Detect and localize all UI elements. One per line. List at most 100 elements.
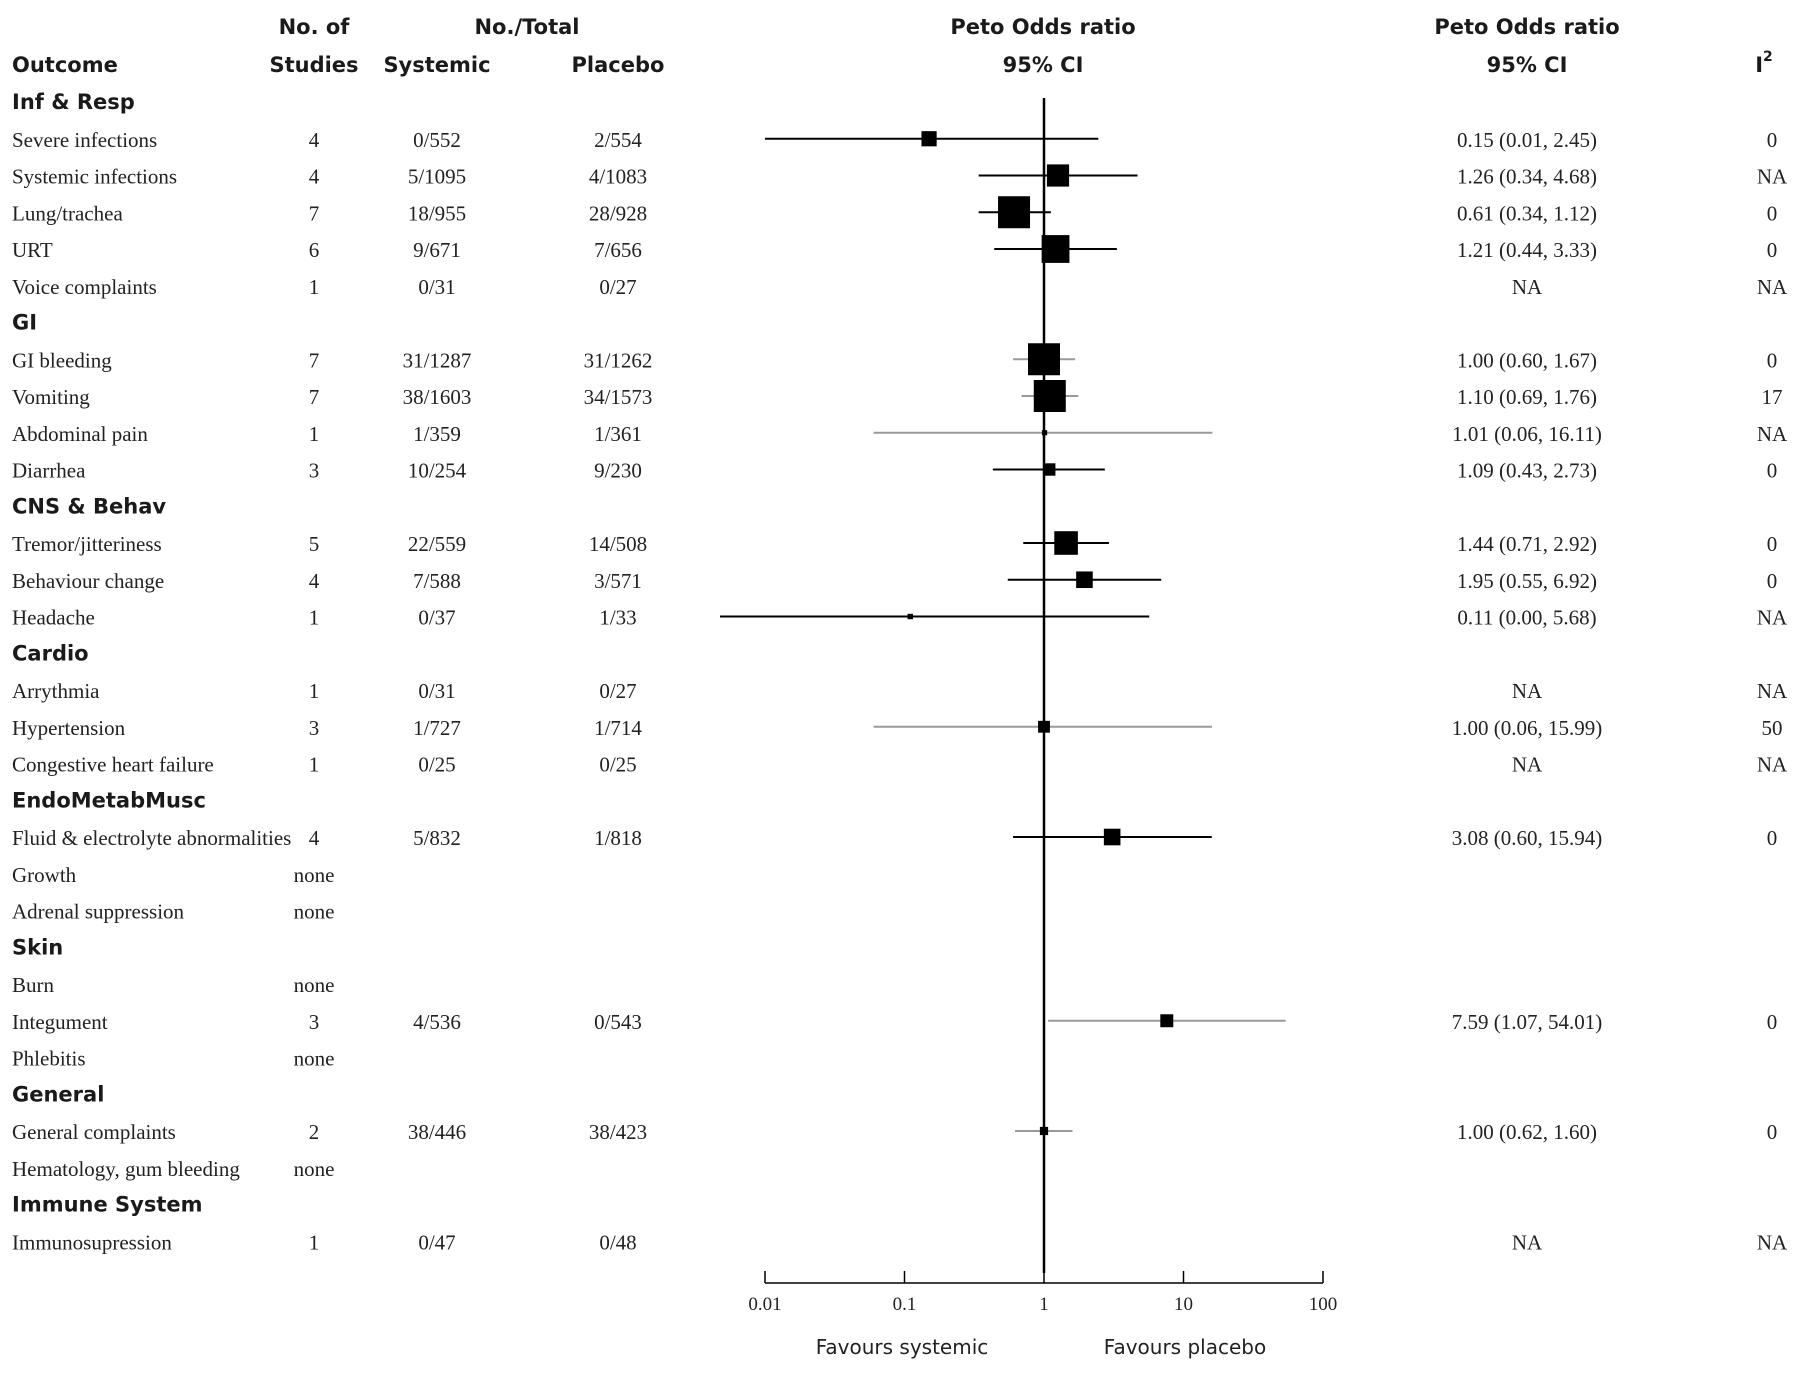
studies-count: 3 [309, 459, 320, 483]
header-total: No./Total [474, 15, 579, 39]
systemic-events: 0/25 [418, 753, 455, 777]
estimate-marker [998, 196, 1031, 229]
ci-value: NA [1512, 275, 1543, 299]
outcome-label: Phlebitis [12, 1047, 86, 1071]
placebo-events: 7/656 [594, 238, 642, 262]
studies-count: 3 [309, 716, 320, 740]
i2-value: 0 [1767, 1010, 1778, 1034]
studies-count: none [294, 863, 335, 887]
outcome-label: Voice complaints [12, 275, 157, 299]
estimate-marker [1076, 571, 1093, 589]
studies-count: 6 [309, 238, 320, 262]
studies-count: 4 [309, 128, 320, 152]
outcome-label: URT [12, 238, 53, 262]
group-label: Cardio [12, 641, 89, 665]
studies-count: 1 [309, 753, 320, 777]
outcome-label: Systemic infections [12, 165, 177, 189]
outcome-label: Hypertension [12, 716, 126, 740]
systemic-events: 0/31 [418, 275, 455, 299]
studies-count: 1 [309, 422, 320, 446]
outcome-label: Behaviour change [12, 569, 164, 593]
ci-value: NA [1512, 1230, 1543, 1254]
placebo-events: 0/25 [599, 753, 636, 777]
systemic-events: 5/832 [413, 826, 461, 850]
studies-count: 4 [309, 569, 320, 593]
header-plot-top: Peto Odds ratio [950, 15, 1135, 39]
ci-value: NA [1512, 679, 1543, 703]
studies-count: 4 [309, 165, 320, 189]
studies-count: none [294, 1047, 335, 1071]
placebo-events: 0/27 [599, 275, 636, 299]
ci-value: 1.01 (0.06, 16.11) [1452, 422, 1602, 446]
placebo-events: 1/33 [599, 606, 636, 630]
placebo-events: 3/571 [594, 569, 642, 593]
outcome-label: Immunosupression [12, 1230, 172, 1254]
x-tick-label: 10 [1174, 1294, 1193, 1315]
i2-value: NA [1757, 753, 1788, 777]
systemic-events: 5/1095 [408, 165, 466, 189]
outcome-label: Hematology, gum bleeding [12, 1157, 240, 1181]
studies-count: none [294, 973, 335, 997]
i2-value: NA [1757, 275, 1788, 299]
studies-count: 4 [309, 826, 320, 850]
group-label: General [12, 1082, 104, 1106]
i2-value: 0 [1767, 238, 1778, 262]
placebo-events: 2/554 [594, 128, 642, 152]
studies-count: 3 [309, 1010, 320, 1034]
ci-value: 7.59 (1.07, 54.01) [1452, 1010, 1603, 1034]
estimate-marker [1160, 1014, 1174, 1028]
estimate-marker [1043, 463, 1056, 476]
placebo-events: 1/361 [594, 422, 642, 446]
estimate-marker [1103, 828, 1121, 846]
i2-value: 0 [1767, 459, 1778, 483]
ci-value: 1.00 (0.06, 15.99) [1452, 716, 1603, 740]
i2-value: NA [1757, 165, 1788, 189]
outcome-label: Headache [12, 606, 95, 630]
x-tick-label: 1 [1039, 1294, 1049, 1315]
outcome-label: Diarrhea [12, 459, 86, 483]
outcome-label: Tremor/jitteriness [12, 532, 162, 556]
outcome-label: Severe infections [12, 128, 157, 152]
group-label: Immune System [12, 1193, 203, 1217]
estimate-marker [1046, 164, 1070, 187]
studies-count: none [294, 900, 335, 924]
header-outcome: Outcome [12, 53, 118, 77]
ci-value: 1.44 (0.71, 2.92) [1457, 532, 1597, 556]
placebo-events: 14/508 [589, 532, 647, 556]
i2-value: 17 [1762, 385, 1783, 409]
group-label: Skin [12, 935, 63, 959]
ci-value: 0.11 (0.00, 5.68) [1457, 606, 1596, 630]
ci-value: 1.26 (0.34, 4.68) [1457, 165, 1597, 189]
studies-count: 7 [309, 348, 320, 372]
ci-value: 1.10 (0.69, 1.76) [1457, 385, 1597, 409]
estimate-marker [1041, 235, 1070, 263]
systemic-events: 0/552 [413, 128, 461, 152]
header-ci-bottom: 95% CI [1487, 53, 1568, 77]
i2-value: 0 [1767, 569, 1778, 593]
outcome-label: Lung/trachea [12, 201, 123, 225]
outcome-label: Vomiting [12, 385, 90, 409]
studies-count: 2 [309, 1120, 320, 1144]
i2-value: 50 [1762, 716, 1783, 740]
header-studies-top: No. of [279, 15, 351, 39]
systemic-events: 4/536 [413, 1010, 461, 1034]
placebo-events: 28/928 [589, 201, 647, 225]
header-placebo: Placebo [572, 53, 665, 77]
outcome-label: General complaints [12, 1120, 176, 1144]
ci-value: 0.15 (0.01, 2.45) [1457, 128, 1597, 152]
systemic-events: 1/359 [413, 422, 461, 446]
placebo-events: 31/1262 [584, 348, 653, 372]
ci-value: 3.08 (0.60, 15.94) [1452, 826, 1603, 850]
systemic-events: 9/671 [413, 238, 461, 262]
systemic-events: 18/955 [408, 201, 466, 225]
ci-value: 1.09 (0.43, 2.73) [1457, 459, 1597, 483]
placebo-events: 1/714 [594, 716, 642, 740]
systemic-events: 0/31 [418, 679, 455, 703]
i2-value: NA [1757, 679, 1788, 703]
x-tick-label: 100 [1309, 1294, 1338, 1315]
outcome-label: Congestive heart failure [12, 753, 214, 777]
favours-placebo-label: Favours placebo [1104, 1335, 1266, 1359]
i2-value: NA [1757, 1230, 1788, 1254]
i2-value: 0 [1767, 826, 1778, 850]
